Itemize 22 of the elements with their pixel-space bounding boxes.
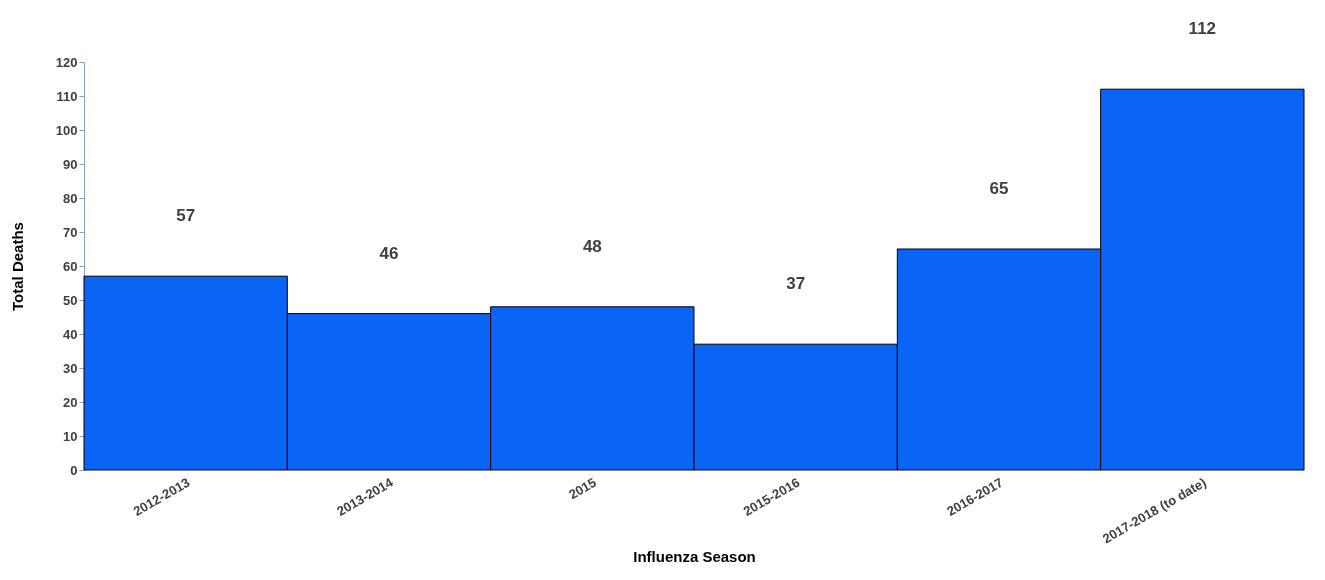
y-tick-label: 100 [55,122,78,138]
y-tick-label: 0 [70,462,78,478]
data-label: 48 [582,236,602,256]
y-tick-label: 30 [63,360,78,376]
y-tick-label: 40 [63,326,78,342]
y-tick-label: 10 [63,428,78,444]
y-axis-title: Total Deaths [8,222,26,311]
y-tick-label: 110 [56,88,78,104]
data-label: 112 [1188,19,1217,39]
y-tick-label: 80 [63,190,78,206]
y-tick-label: 60 [63,258,78,274]
data-label: 57 [176,206,196,226]
data-label: 65 [989,179,1009,198]
y-tick-label: 90 [63,156,78,172]
y-tick-label: 70 [63,224,78,240]
data-label: 46 [379,243,399,263]
y-tick-label: 20 [63,394,78,410]
y-tick-label: 50 [63,292,78,308]
data-label: 37 [786,274,806,294]
x-tick-label: 2015 [566,474,599,503]
y-tick-label: 120 [55,54,78,70]
x-axis-title: Influenza Season [633,548,756,566]
